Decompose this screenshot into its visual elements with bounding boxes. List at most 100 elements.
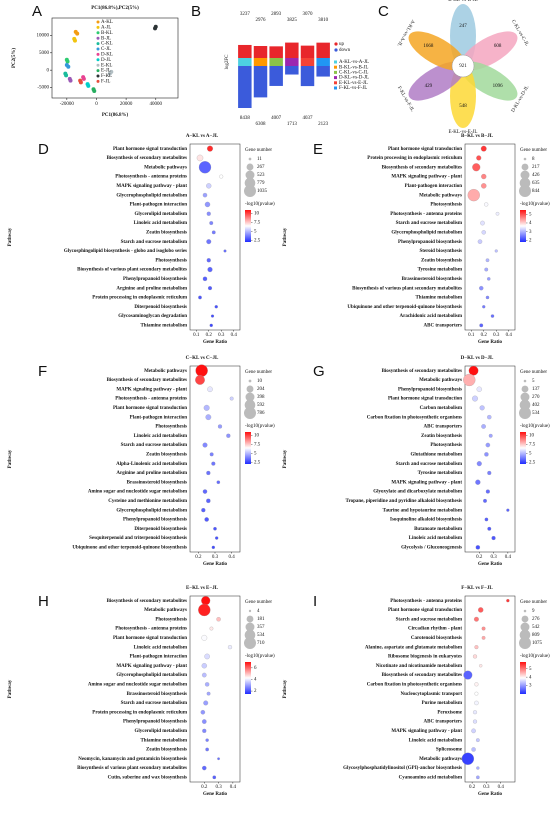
x-tick-label: 0.3 <box>483 785 490 790</box>
bubble <box>481 424 486 429</box>
size-legend-label: 276 <box>532 617 540 622</box>
x-tick-label: 0.4 <box>506 333 513 338</box>
color-bar <box>520 662 526 694</box>
size-legend-label: 1075 <box>532 641 543 646</box>
bubble <box>198 295 202 300</box>
size-legend-mark <box>521 163 529 171</box>
pathway-label: Butanoate metabolism <box>414 527 463 532</box>
color-tick-label: 5 <box>529 212 532 217</box>
pathway-label: Photosynthesis - antenna proteins <box>115 627 187 632</box>
bubble <box>480 220 485 226</box>
pathway-label: Glycolysis / Gluconeogenesis <box>401 545 462 550</box>
color-tick-label: 6 <box>254 666 257 671</box>
size-legend-label: 357 <box>257 625 265 630</box>
legend-label: up <box>339 42 345 47</box>
pathway-label: Metabolic pathways <box>144 608 187 613</box>
panel-letter: E <box>313 141 323 158</box>
pathway-label: Thiamine metabolism <box>140 323 187 328</box>
pathway-label: Metabolic pathways <box>419 378 462 383</box>
bubble <box>229 396 234 401</box>
x-tick-label: 0.3 <box>215 785 222 790</box>
pathway-label: Biosynthesis of secondary metabolites <box>382 369 462 374</box>
category-band <box>253 58 268 66</box>
pathway-label: Glycerophospholipid metabolism <box>391 230 462 235</box>
pathway-label: Photosynthesis <box>155 425 187 430</box>
x-tick-label: 0.4 <box>231 333 238 338</box>
pathway-label: Tyrosine metabolism <box>418 471 463 476</box>
pathway-label: Thiamine metabolism <box>415 296 462 301</box>
bubble <box>202 192 208 198</box>
pathway-label: Glycerolipid metabolism <box>134 729 187 734</box>
color-legend-title: -log10(pvalue) <box>520 424 550 429</box>
legend-label: E-KL <box>101 63 112 68</box>
chart-title: B−KL vs B−JL <box>461 134 494 139</box>
legend-swatch <box>96 25 100 29</box>
pathway-label: Cyanoamino acid metabolism <box>399 775 463 780</box>
x-tick-label: 0.2 <box>476 555 483 560</box>
bubble <box>204 653 210 660</box>
color-tick-label: 4 <box>529 675 532 680</box>
size-legend-mark <box>246 615 254 623</box>
bubble <box>476 386 482 392</box>
bubble <box>472 654 478 659</box>
size-legend-title: Gene number <box>245 600 272 605</box>
bubble <box>476 155 482 161</box>
pathway-label: Glycerophospholipid metabolism <box>116 673 187 678</box>
pathway-label: Arachidonic acid metabolism <box>400 314 463 319</box>
bubble <box>207 386 213 393</box>
x-axis-label: Gene Ratio <box>203 340 228 345</box>
point <box>72 38 77 43</box>
bubble <box>485 295 490 300</box>
legend-swatch <box>96 63 100 67</box>
bubble <box>209 323 213 327</box>
pathway-label: MAPK signaling pathway - plant <box>116 184 187 189</box>
pathway-label: Ubiquinone and other terpenoid-quinone b… <box>347 305 462 310</box>
legend-label: D-JL <box>101 58 111 63</box>
pathway-label: Amino sugar and nucleotide sugar metabol… <box>88 490 188 495</box>
bubble <box>479 664 483 668</box>
legend-label: F-KL <box>101 74 112 79</box>
x-tick-label: 0 <box>95 102 98 107</box>
bubble <box>209 452 214 457</box>
pathway-label: Biosynthesis of secondary metabolites <box>382 673 462 678</box>
bubble <box>472 395 478 402</box>
bubble <box>206 239 212 245</box>
pathway-label: Phenylpropanoid biosynthesis <box>123 277 187 282</box>
size-legend-mark <box>244 185 256 197</box>
bubble <box>481 183 487 189</box>
size-legend-label: 181 <box>257 617 265 622</box>
bubble <box>474 682 479 687</box>
pathway-label: Linoleic acid metabolism <box>134 434 188 439</box>
down-value-label: 2123 <box>318 122 329 127</box>
legend-swatch <box>96 31 100 35</box>
bubble <box>213 526 217 531</box>
petal-value: 1096 <box>493 84 504 89</box>
pathway-label: Diterpenoid biosynthesis <box>134 527 187 532</box>
size-legend-label: 11 <box>257 157 262 162</box>
legend-label: B-KL <box>101 31 113 36</box>
pathway-label: Plant-pathogen interaction <box>130 655 188 660</box>
size-legend-mark <box>520 392 530 402</box>
pathway-label: Carbon metabolism <box>420 406 463 411</box>
point <box>92 89 97 94</box>
size-legend-mark <box>248 609 252 613</box>
pathway-label: ABC transporters <box>424 323 463 328</box>
bubble <box>472 719 478 724</box>
set-name: E-KL-vs-E-JL <box>449 130 478 135</box>
pathway-label: Phenylpropanoid biosynthesis <box>123 518 187 523</box>
bubble <box>206 211 211 216</box>
bubble <box>209 626 214 631</box>
up-bar <box>238 44 252 58</box>
bubble <box>484 267 489 272</box>
color-tick-label: 10 <box>254 212 260 217</box>
chart-title: E−KL vs E−JL <box>186 586 219 591</box>
up-bar <box>253 46 268 58</box>
color-tick-label: 7.5 <box>529 443 536 448</box>
size-legend-mark <box>244 407 256 419</box>
pathway-label: Zeatin biosynthesis <box>421 258 462 263</box>
bubble <box>481 635 486 640</box>
pathway-label: Tyrosine metabolism <box>418 268 463 273</box>
down-value-label: 1713 <box>287 122 298 127</box>
pathway-label: Photosynthesis <box>155 617 187 622</box>
size-legend-title: Gene number <box>520 148 547 153</box>
